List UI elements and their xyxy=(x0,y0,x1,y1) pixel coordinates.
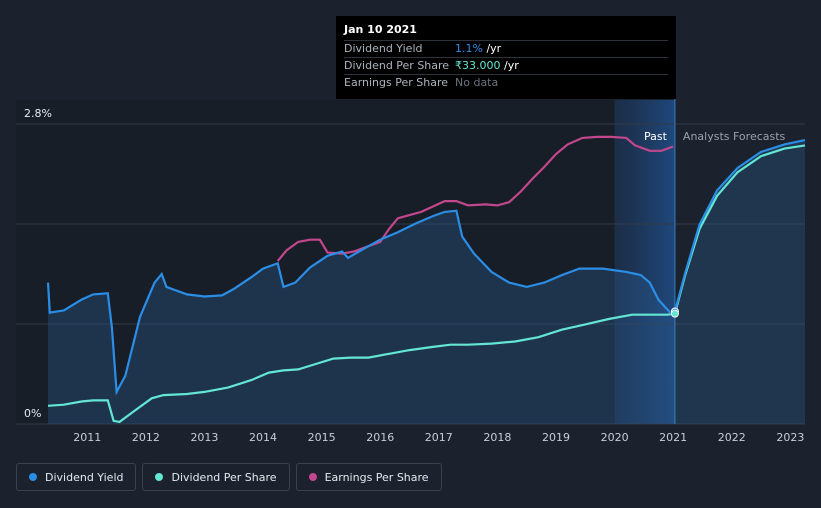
past-label: Past xyxy=(644,130,668,143)
x-tick-label: 2019 xyxy=(542,431,570,444)
legend-dot xyxy=(155,473,164,481)
dividend-yield-line xyxy=(46,139,806,396)
legend-label: Dividend Yield xyxy=(45,470,124,484)
tooltip-label: Dividend Per Share xyxy=(344,59,450,72)
x-tick-label: 2020 xyxy=(601,431,629,444)
legend-dividend-per-share[interactable]: Dividend Per Share xyxy=(142,463,290,491)
x-tick-label: 2021 xyxy=(659,431,687,444)
dividend-yield-area xyxy=(48,140,805,424)
tooltip-date: Jan 10 2021 xyxy=(344,23,417,36)
legend: Dividend Yield Dividend Per Share Earnin… xyxy=(16,463,442,491)
x-axis-ticks: 2011 2012 2013 2014 2015 2016 2017 2018 2019 2020… xyxy=(73,431,804,444)
x-tick-label: 2023 xyxy=(776,431,804,444)
x-tick-label: 2022 xyxy=(718,431,746,444)
x-tick-label: 2013 xyxy=(190,431,218,444)
legend-label: Dividend Per Share xyxy=(171,470,277,484)
x-tick-label: 2017 xyxy=(425,431,453,444)
dividend-per-share-marker xyxy=(670,309,679,318)
legend-earnings-per-share[interactable]: Earnings Per Share xyxy=(295,463,442,491)
y-tick-label: 0% xyxy=(24,407,41,420)
tooltip-row-dividend-per-share: Dividend Per Share ₹33.000 /yr xyxy=(344,57,668,74)
x-tick-label: 2012 xyxy=(132,431,160,444)
grid-lines xyxy=(16,123,805,425)
analysts-forecasts-label: Analysts Forecasts xyxy=(683,130,786,143)
y-tick-label: 2.8% xyxy=(24,107,52,120)
tooltip-row-dividend-yield: Dividend Yield 1.1% /yr xyxy=(344,40,668,57)
tooltip-value: 1.1% /yr xyxy=(455,42,502,55)
x-tick-label: 2014 xyxy=(249,431,277,444)
tooltip-label: Dividend Yield xyxy=(344,42,423,55)
legend-dot xyxy=(29,473,37,481)
tooltip-label: Earnings Per Share xyxy=(344,76,449,89)
x-tick-label: 2011 xyxy=(73,431,101,444)
legend-label: Earnings Per Share xyxy=(324,470,429,484)
x-tick-label: 2015 xyxy=(308,431,336,444)
tooltip-value: ₹33.000 /yr xyxy=(455,59,519,72)
past-highlight-band xyxy=(614,100,675,424)
tooltip-row-earnings-per-share: Earnings Per Share No data xyxy=(344,74,668,91)
legend-dividend-yield[interactable]: Dividend Yield xyxy=(16,463,137,491)
tooltip-value: No data xyxy=(455,76,499,89)
y-axis-ticks: 0% 2.8% xyxy=(24,107,52,420)
tooltip: Jan 10 2021 Dividend Yield 1.1% /yr Divi… xyxy=(336,16,676,99)
x-tick-label: 2016 xyxy=(366,431,394,444)
x-tick-label: 2018 xyxy=(483,431,511,444)
legend-dot xyxy=(308,473,317,481)
